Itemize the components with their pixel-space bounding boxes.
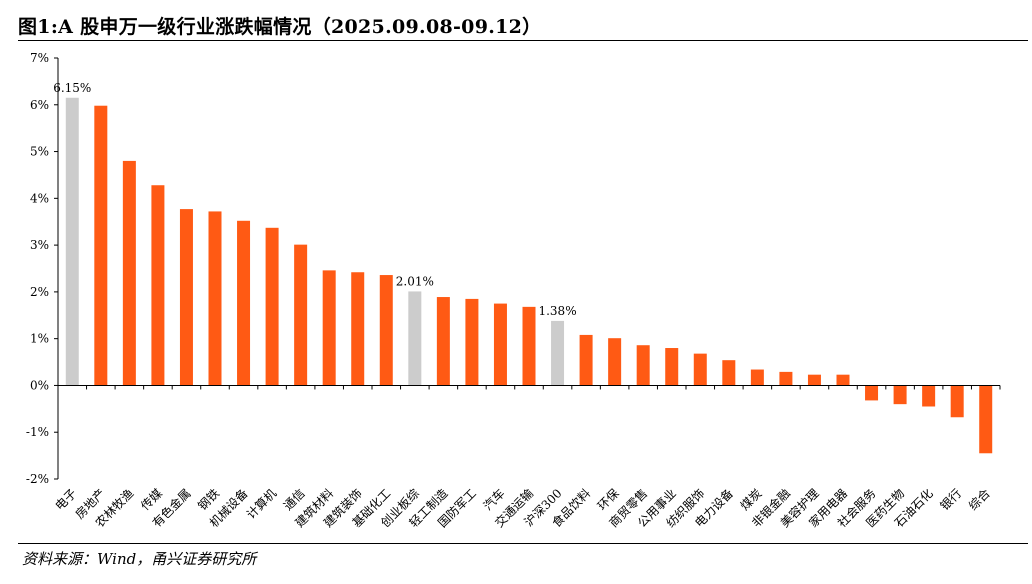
data-label: 2.01% [396, 274, 434, 288]
bar-计算机 [265, 227, 279, 386]
bar-纺织服饰 [693, 353, 707, 386]
bar-公用事业 [665, 348, 679, 386]
bar-建筑材料 [322, 270, 336, 386]
y-tick-label: 6% [30, 98, 49, 112]
bar-建筑装饰 [351, 272, 365, 386]
y-axis: -2% -1% 0% 1% 2% 3% 4% 5% 6% 7% [26, 51, 59, 486]
bar-煤炭 [750, 369, 764, 386]
bar-综合 [979, 385, 993, 454]
bar-电子 [65, 97, 79, 386]
bar-轻工制造 [436, 297, 450, 386]
bar-银行 [950, 385, 964, 418]
data-label: 6.15% [53, 81, 91, 95]
source-rule [18, 543, 1028, 544]
y-tick-label: -2% [26, 472, 49, 486]
bar-机械设备 [237, 220, 251, 386]
bar-交通运输 [522, 306, 536, 386]
bar-农林牧渔 [122, 160, 136, 386]
bar-美容护理 [807, 374, 821, 386]
y-tick-label: 4% [30, 191, 49, 205]
y-tick-label: -1% [26, 425, 49, 439]
bar-汽车 [493, 303, 507, 386]
bar-医药生物 [893, 385, 907, 405]
y-tick-label: 3% [30, 238, 49, 252]
bar-商贸零售 [636, 345, 650, 386]
bar-基础化工 [379, 275, 393, 386]
bar-环保 [608, 338, 622, 386]
bars [65, 97, 993, 454]
y-tick-label: 0% [30, 378, 49, 392]
bar-电力设备 [722, 360, 736, 386]
bar-食品饮料 [579, 334, 593, 386]
data-labels: 6.15% 2.01% 1.38% [53, 81, 576, 318]
bar-社会服务 [865, 385, 879, 401]
bar-钢铁 [208, 211, 222, 386]
category-label: 计算机 [243, 486, 279, 522]
source-note: 资料来源：Wind，甬兴证券研究所 [22, 550, 257, 568]
category-label: 综合 [965, 486, 993, 514]
bar-有色金属 [179, 209, 193, 386]
y-tick-label: 7% [30, 51, 49, 65]
bar-通信 [294, 244, 308, 386]
y-tick-label: 5% [30, 145, 49, 159]
chart-title: 图1:A 股申万一级行业涨跌幅情况（2025.09.08-09.12） [18, 16, 542, 38]
bar-非银金融 [779, 371, 793, 386]
bar-房地产 [94, 105, 108, 386]
bar-传媒 [151, 185, 165, 386]
category-label: 银行 [937, 486, 964, 513]
bar-国防军工 [465, 298, 479, 386]
y-tick-label: 1% [30, 332, 49, 346]
y-tick-label: 2% [30, 285, 49, 299]
title-rule [18, 40, 1028, 41]
bar-家用电器 [836, 374, 850, 386]
bar-石油石化 [922, 385, 936, 407]
data-label: 1.38% [538, 304, 576, 318]
bar-创业板综 [408, 291, 422, 386]
bar-沪深300 [551, 320, 565, 386]
